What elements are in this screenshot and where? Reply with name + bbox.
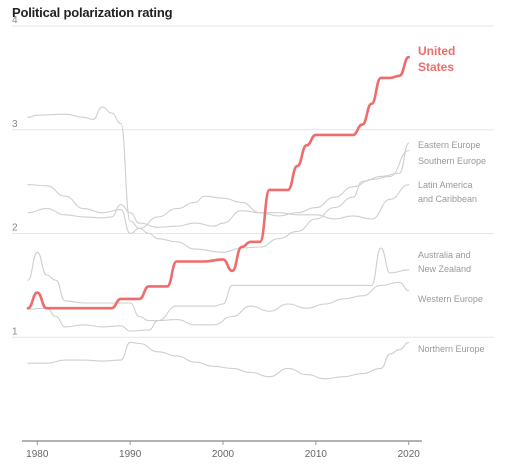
series-label-southern-europe: Southern Europe (418, 156, 486, 166)
y-tick-label: 1 (12, 326, 18, 337)
chart-title: Political polarization rating (12, 5, 173, 20)
series-label-united-states: States (418, 60, 454, 74)
highlighted-series (26, 55, 410, 310)
series-line-southern-europe (27, 149, 410, 235)
y-tick-label: 4 (12, 15, 18, 26)
x-tick-label: 2020 (398, 449, 421, 460)
series-label-latin-america-and-caribbean: Latin America (418, 180, 473, 190)
series-label-latin-america-and-caribbean: and Caribbean (418, 194, 477, 204)
series-label-australia-and-new-zealand: New Zealand (418, 264, 471, 274)
series-line-australia-and-new-zealand (27, 247, 410, 322)
series-label-australia-and-new-zealand: Australia and (418, 250, 471, 260)
y-axis-tick-labels: 1 2 3 4 (12, 15, 18, 337)
x-tick-label: 2000 (212, 449, 235, 460)
series-label-united-states: United (418, 44, 455, 58)
y-tick-label: 2 (12, 223, 18, 234)
series-line-northern-europe (27, 341, 410, 380)
series-line-united-states (26, 55, 410, 310)
x-tick-label: 1990 (119, 449, 142, 460)
x-tick-label: 2010 (305, 449, 328, 460)
series-label-eastern-europe: Eastern Europe (418, 140, 481, 150)
x-tick-label: 1980 (26, 449, 49, 460)
y-tick-label: 3 (12, 119, 18, 130)
series-label-western-europe: Western Europe (418, 294, 483, 304)
gridlines (12, 25, 494, 338)
series-line-eastern-europe (27, 106, 410, 253)
series-labels: United States Eastern Europe Southern Europ… (418, 44, 486, 354)
background-series (27, 106, 410, 380)
series-label-northern-europe: Northern Europe (418, 344, 485, 354)
x-axis: 1980 1990 2000 2010 2020 (22, 440, 422, 460)
series-line-western-europe (27, 281, 410, 332)
series-line-latin-america-and-caribbean (27, 184, 410, 228)
